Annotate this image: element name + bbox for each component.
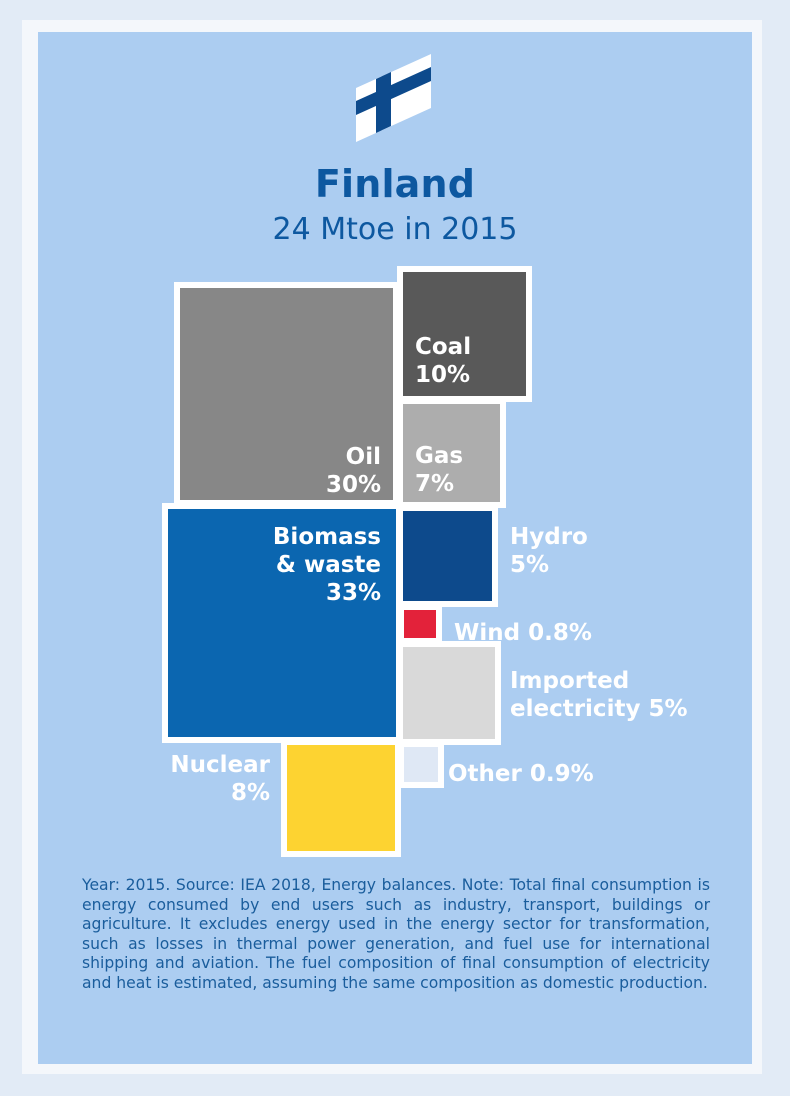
- label-gas: Gas 7%: [415, 443, 463, 497]
- footnote: Year: 2015. Source: IEA 2018, Energy bal…: [82, 876, 710, 992]
- label-imported-electricity: Imported electricity 5%: [510, 668, 688, 722]
- label-other: Other 0.9%: [448, 761, 594, 787]
- finland-flag-icon: [356, 54, 431, 142]
- block-biomass-and-waste: [162, 503, 402, 743]
- block-wind: [398, 604, 442, 644]
- block-nuclear: [281, 739, 401, 857]
- label-wind: Wind 0.8%: [454, 620, 592, 646]
- block-imported-electricity: [397, 641, 501, 745]
- label-coal: Coal 10%: [415, 334, 471, 388]
- label-hydro: Hydro 5%: [510, 524, 588, 578]
- label-oil: Oil 30%: [326, 444, 381, 498]
- treemap-chart: Oil 30% Coal 10% Gas 7% Biomass & waste 33% Hydro…: [162, 266, 688, 857]
- block-other: [398, 741, 444, 788]
- block-gas: [397, 398, 506, 508]
- treemap-blocks: [162, 266, 532, 857]
- label-biomass-and-waste: Biomass & waste 33%: [273, 524, 381, 606]
- chart-title: Finland: [314, 162, 476, 206]
- chart-subtitle: 24 Mtoe in 2015: [272, 212, 518, 247]
- block-hydro: [397, 505, 498, 607]
- block-oil: [174, 282, 399, 506]
- label-nuclear: Nuclear 8%: [170, 752, 270, 806]
- block-coal: [397, 266, 532, 402]
- treemap-labels: Oil 30% Coal 10% Gas 7% Biomass & waste 33% Hydro…: [170, 334, 687, 806]
